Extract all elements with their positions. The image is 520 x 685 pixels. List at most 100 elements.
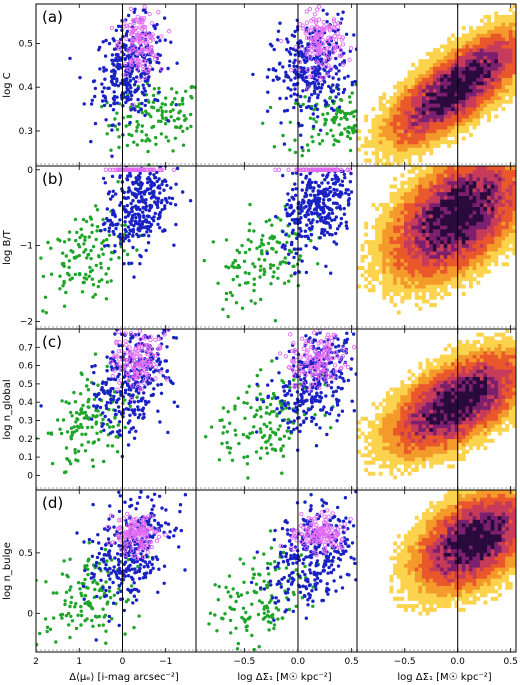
heatmap-bin [469, 121, 473, 126]
heatmap-bin [458, 81, 463, 86]
blue-point [113, 192, 118, 196]
heatmap-bin [443, 240, 448, 245]
heatmap-bin [436, 203, 441, 207]
blue-point [103, 244, 107, 248]
green-point [46, 240, 50, 245]
heatmap-bin [393, 214, 397, 219]
heatmap-bin [436, 284, 441, 289]
heatmap-bin [432, 143, 437, 148]
heatmap-bin [404, 295, 408, 300]
heatmap-bin [501, 66, 506, 71]
heatmap-bin [476, 225, 481, 230]
heatmap-bin [422, 247, 426, 252]
magenta-point [147, 65, 152, 70]
green-point [96, 409, 100, 413]
magenta-point [348, 46, 354, 51]
heatmap-bin [400, 269, 405, 274]
magenta-point [133, 45, 138, 50]
green-point [77, 253, 82, 258]
heatmap-bin [396, 92, 401, 97]
heatmap-bin [494, 96, 499, 100]
heatmap-bin [378, 229, 383, 233]
heatmap-bin [454, 81, 459, 86]
heatmap-bin [479, 258, 484, 263]
heatmap-bin [443, 114, 448, 119]
heatmap-bin [404, 243, 408, 248]
heatmap-bin [414, 221, 419, 226]
heatmap-bin [432, 110, 437, 115]
heatmap-bin [490, 180, 495, 185]
heatmap-bin [458, 70, 463, 75]
heatmap-bin [501, 210, 506, 215]
heatmap-bin [385, 266, 390, 270]
heatmap-bin [400, 217, 405, 222]
blue-point [128, 413, 132, 417]
heatmap-bin [447, 66, 452, 71]
heatmap-bin [407, 191, 412, 196]
green-point [151, 100, 156, 104]
blue-point [132, 385, 136, 389]
heatmap-bin [389, 129, 394, 134]
heatmap-bin [490, 243, 495, 248]
blue-point [166, 430, 170, 435]
heatmap-bin [465, 258, 470, 263]
heatmap-bin [432, 277, 437, 282]
blue-point [123, 236, 128, 241]
blue-point [347, 201, 351, 206]
magenta-point [315, 41, 320, 46]
heatmap-bin [487, 44, 491, 49]
heatmap-bin [505, 243, 510, 248]
blue-point [301, 66, 306, 71]
blue-point [163, 206, 167, 211]
heatmap-bin [454, 125, 459, 130]
heatmap-bin [389, 121, 394, 126]
heatmap-bin [404, 254, 408, 259]
heatmap-bin [472, 251, 477, 256]
blue-point [140, 222, 144, 226]
heatmap-bin [490, 48, 495, 53]
blue-point [113, 82, 118, 87]
heatmap-bin [458, 195, 463, 200]
heatmap-bin [407, 206, 412, 211]
heatmap-bin [371, 132, 376, 137]
green-point [58, 239, 62, 243]
heatmap-bin [501, 96, 506, 100]
heatmap-bin [490, 240, 495, 245]
green-point [288, 120, 292, 125]
green-point [283, 256, 287, 260]
green-point [91, 244, 96, 249]
heatmap-bin [447, 254, 452, 259]
blue-point [130, 93, 134, 98]
heatmap-bin [378, 280, 383, 285]
blue-point [299, 216, 303, 220]
blue-point [298, 206, 303, 210]
blue-point [291, 187, 295, 192]
heatmap-bin [400, 92, 405, 97]
heatmap-bin [479, 99, 484, 104]
heatmap-bin [400, 114, 405, 119]
heatmap-bin [422, 251, 426, 256]
green-point [325, 111, 330, 116]
heatmap-bin [371, 266, 376, 270]
blue-point [319, 219, 323, 223]
heatmap-bin [487, 74, 491, 78]
heatmap-bin [512, 55, 516, 60]
green-point [73, 256, 77, 260]
heatmap-bin [490, 74, 495, 78]
green-point [75, 417, 79, 421]
heatmap-bin [505, 254, 510, 259]
heatmap-bin [436, 225, 441, 230]
heatmap-bin [476, 88, 481, 93]
heatmap-bin [440, 251, 444, 256]
heatmap-bin [443, 55, 448, 60]
blue-point [112, 90, 116, 94]
heatmap-bin [501, 18, 506, 23]
heatmap-bin [443, 236, 448, 241]
heatmap-bin [411, 247, 416, 252]
heatmap-bin [451, 166, 455, 170]
heatmap-bin [414, 140, 419, 145]
green-point [316, 262, 320, 266]
heatmap-bin [378, 121, 383, 126]
heatmap-bin [479, 232, 484, 237]
heatmap-bin [389, 140, 394, 145]
